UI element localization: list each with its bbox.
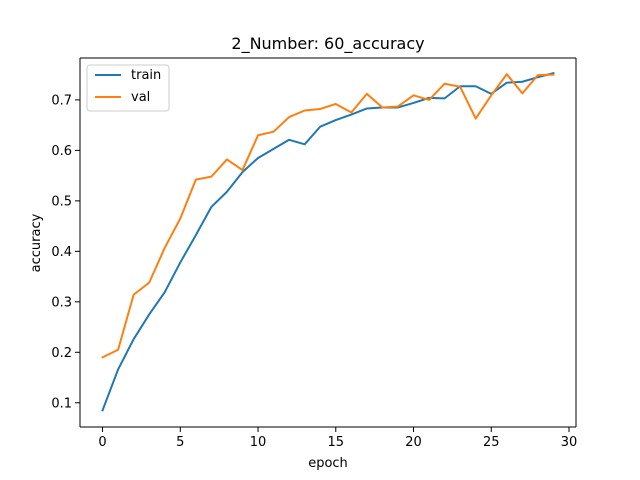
axes-spines	[79, 57, 577, 428]
x-axis-label: epoch	[308, 456, 348, 471]
y-tick-label: 0.6	[51, 144, 72, 159]
y-tick-label: 0.7	[51, 93, 72, 108]
legend-train-label: train	[131, 68, 161, 83]
y-tick-label: 0.1	[51, 396, 72, 411]
y-axis-label: accuracy	[29, 213, 44, 272]
x-tick-label: 25	[483, 435, 500, 450]
legend: train val	[86, 64, 170, 112]
x-tick-label: 0	[98, 435, 106, 450]
y-axis-ticks: 0.1 0.2 0.3 0.4 0.5 0.6 0.7	[51, 93, 80, 411]
series-line-val	[101, 73, 555, 359]
x-tick-label: 30	[561, 435, 578, 450]
y-tick-label: 0.2	[51, 346, 72, 361]
plot-area	[80, 58, 576, 427]
series-line-train	[101, 71, 555, 412]
legend-box	[86, 64, 170, 112]
y-tick-label: 0.4	[51, 245, 72, 260]
y-tick-label: 0.3	[51, 295, 72, 310]
y-tick-label: 0.5	[51, 194, 72, 209]
chart-title: 2_Number: 60_accuracy	[231, 34, 424, 54]
series-layer	[101, 71, 555, 412]
x-tick-label: 15	[328, 435, 345, 450]
x-tick-label: 20	[405, 435, 422, 450]
x-tick-label: 10	[250, 435, 267, 450]
x-axis-ticks: 0 5 10 15 20 25 30	[98, 427, 577, 450]
x-tick-label: 5	[176, 435, 184, 450]
legend-val-label: val	[131, 90, 150, 105]
